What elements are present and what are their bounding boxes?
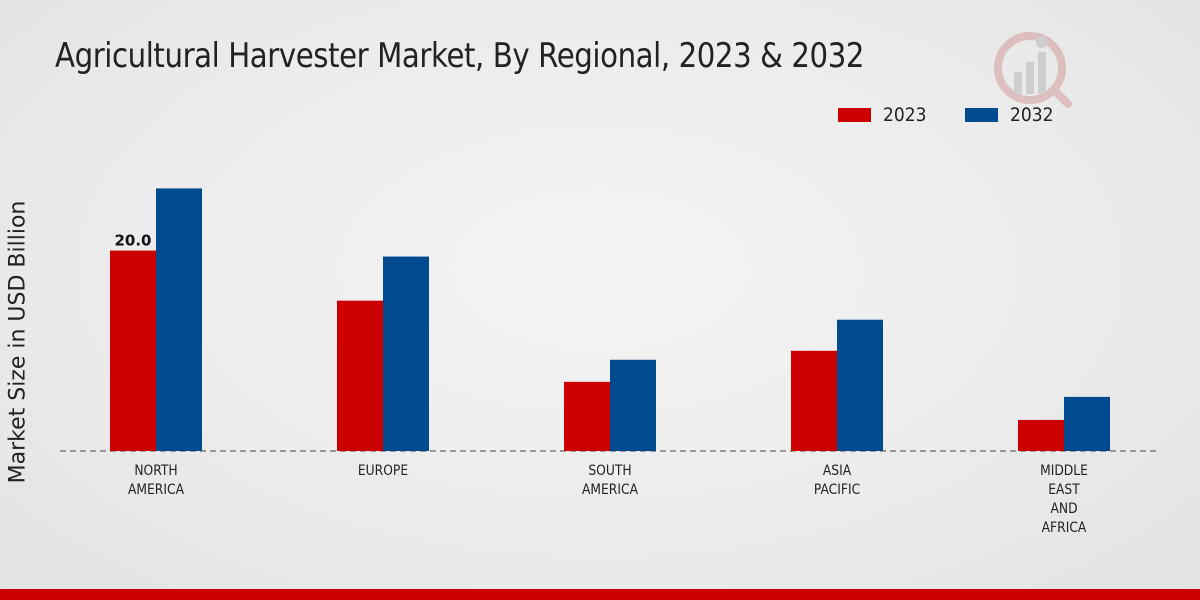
bar-2032-europe [383,256,429,451]
x-tick-label: EUROPE [358,463,408,479]
bottom-accent-bar [0,589,1200,600]
x-tick-label: ASIA PACIFIC [814,463,860,498]
x-tick-label: NORTH AMERICA [128,463,184,498]
bar-2023-north-america [110,250,156,451]
legend-label-2023: 2023 [883,104,927,126]
bar-2023-south-america [564,381,610,451]
bar-2032-north-america [156,188,202,451]
bar-2032-south-america [610,359,656,451]
legend-swatch-2023 [838,108,871,122]
bar-2023-asia-pacific [791,350,837,451]
legend-label-2032: 2032 [1010,104,1054,126]
bar-2032-asia-pacific [837,319,883,451]
chart-title: Agricultural Harvester Market, By Region… [55,36,865,76]
legend: 2023 2032 [838,104,1093,126]
bar-2023-europe [337,300,383,451]
bar-2023-middle-east-and-africa [1018,419,1064,451]
legend-item-2032: 2032 [965,104,1058,126]
legend-swatch-2032 [965,108,999,122]
market-research-logo-icon [994,32,1072,108]
bar-2032-middle-east-and-africa [1064,396,1110,451]
x-tick-label: SOUTH AMERICA [582,463,638,498]
x-tick-label: MIDDLE EAST AND AFRICA [1040,463,1088,536]
data-label: 20.0 [114,232,151,250]
legend-item-2023: 2023 [838,104,931,126]
